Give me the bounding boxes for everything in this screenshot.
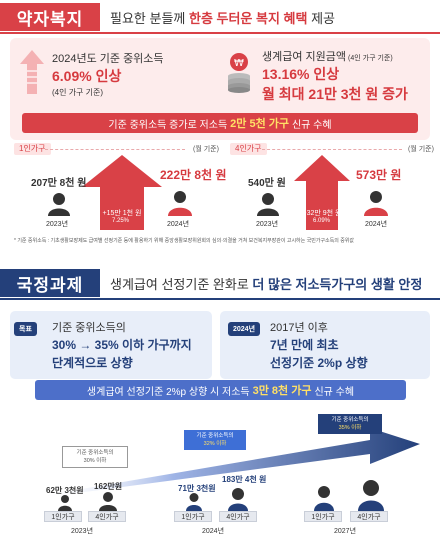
livelihood-benefit-monthly: 월 최대 21만 3천 원 증가 [262,86,408,102]
tl-year-2027: 2027년 [334,528,357,535]
livelihood-benefit-label: 생계급여 지원금액 (4인 가구 기준) [262,51,393,63]
tl-2024-1p-value: 71만 3천원 [178,484,216,493]
person-icon [358,480,384,511]
median-income-increase: 6.09% 인상 [52,68,122,84]
chart2-year-2024: 2024년 [365,221,388,228]
tl-2023-4p-label: 4인가구 [88,511,126,522]
median-income-note: (4인 가구 기준) [52,88,104,97]
svg-text:₩: ₩ [234,58,244,69]
chart1-value-2024: 222만 8천 원 [160,168,227,182]
tl-2027-4p-label: 4인가구 [350,511,388,522]
section1-header: 약자복지 필요한 분들께 한층 두터운 복지 혜택 제공 [0,2,440,32]
person-icon [228,488,248,511]
chart1-increase-pct: 7.25% [112,218,130,224]
tl-2024-4p-value: 183만 4천 원 [222,475,267,484]
chart2-increase-arrow [294,155,350,230]
chart1-unit: (월 기준) [193,146,219,153]
tl-2027-1p-label: 1인가구 [304,511,342,522]
chart2-year-2023: 2023년 [256,221,279,228]
chart1-year-2024: 2024년 [167,221,190,228]
person-icon [48,193,70,216]
new-beneficiaries-banner-2: 생계급여 선정기준 2%p 상향 시 저소득 3만 8천 가구 신규 수혜 [35,380,406,400]
tl-2023-1p-value: 62만 3천원 [46,486,84,495]
chart2-increase-amount: +32만 9천 원 [302,210,342,217]
person-icon [186,493,202,511]
person-icon [364,191,388,216]
chart2-unit: (월 기준) [408,146,434,153]
chart2-divider [262,149,402,150]
chart1-household-label: 1인가구 [14,143,51,155]
callout-2023: 기준 중위소득의 30% 이하 [62,446,128,468]
tl-2023-4p-value: 162만원 [94,482,123,491]
chart1-divider [45,149,185,150]
callout-2027: 기준 중위소득의 35% 이하 [318,414,382,434]
goal-target: 30% → 35% 이하 가구까지 [52,338,192,352]
coin-stack-icon: ₩ [228,53,250,93]
tl-2024-1p-label: 1인가구 [174,511,212,522]
person-icon [257,193,279,216]
person-icon [58,495,72,511]
chart1-increase-amount: +15만 1천 원 [102,210,142,217]
section2-header: 국정과제 생계급여 선정기준 완화로 더 많은 저소득가구의 생활 안정 [0,268,440,298]
year2024-first: 7년 만에 최초 [270,338,339,352]
section2-headline: 생계급여 선정기준 완화로 더 많은 저소득가구의 생활 안정 [110,276,423,292]
section2-divider [0,298,440,300]
chart1-year-2023: 2023년 [46,221,69,228]
timeline-arrow [40,428,420,498]
footnote: * 기준 중위소득 : 기초생활보장제도 급여별 선정기준 등에 활용하기 위해… [14,238,355,244]
person-icon [168,191,192,216]
tl-2023-1p-label: 1인가구 [44,511,82,522]
tl-year-2024: 2024년 [202,528,225,535]
year2024-tag: 2024년 [228,322,261,336]
tl-2024-4p-label: 4인가구 [219,511,257,522]
person-icon [99,492,117,511]
year2024-raise: 선정기준 2%p 상향 [270,356,368,370]
chart2-household-label: 4인가구 [230,143,267,155]
goal-tag: 목표 [14,322,37,336]
year2024-line1: 2017년 이후 [270,322,328,334]
livelihood-benefit-increase: 13.16% 인상 [262,66,340,82]
chart2-value-2024: 573만 원 [356,168,402,182]
section1-tag: 약자복지 [0,3,100,31]
chart1-increase-arrow [82,155,162,230]
callout-2024: 기준 중위소득의 32% 이하 [184,430,246,450]
section1-headline: 필요한 분들께 한층 두터운 복지 혜택 제공 [110,10,336,26]
tl-year-2023: 2023년 [71,528,94,535]
goal-line1: 기준 중위소득의 [52,322,126,334]
chart1-value-2023: 207만 8천 원 [31,178,87,189]
goal-box [10,311,212,379]
person-icon [314,486,334,511]
goal-stepwise: 단계적으로 상향 [52,356,133,370]
section2-tag: 국정과제 [0,269,100,297]
chart2-increase-pct: 6.09% [313,218,331,224]
median-income-label: 2024년도 기준 중위소득 [52,53,164,65]
chart2-value-2023: 540만 원 [248,178,286,189]
up-arrow-icon [20,50,44,94]
section1-divider [0,32,440,34]
new-beneficiaries-banner: 기준 중위소득 증가로 저소득 2만 5천 가구 신규 수혜 [22,113,418,133]
